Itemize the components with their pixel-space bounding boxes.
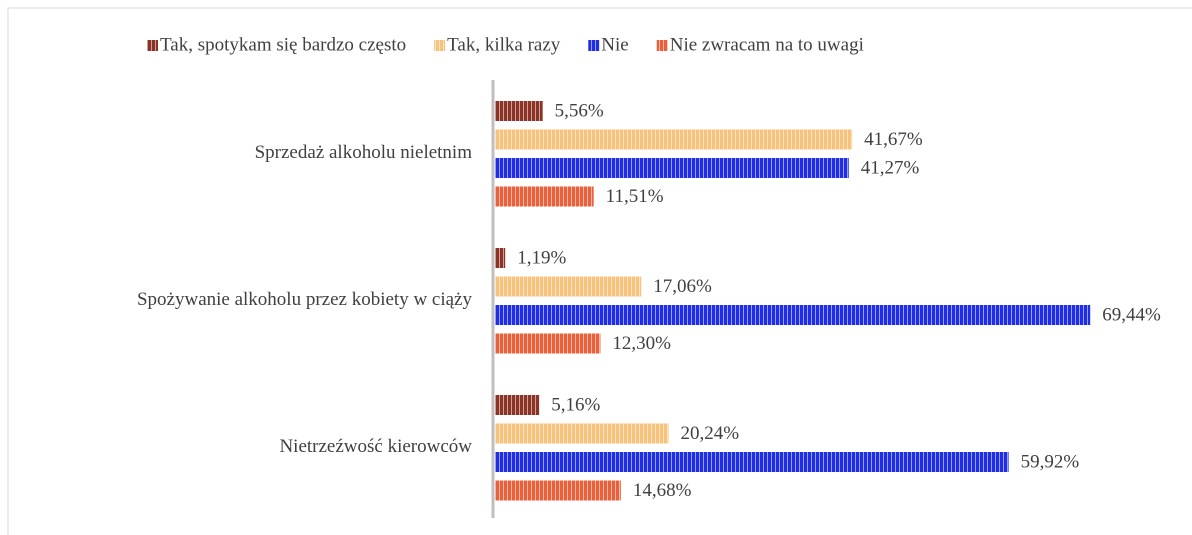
data-label: 14,68% xyxy=(633,480,692,501)
bar xyxy=(495,305,1091,325)
bar xyxy=(495,248,506,268)
data-label: 20,24% xyxy=(680,423,739,444)
legend-swatch xyxy=(588,40,600,51)
category-label: Nietrzeźwość kierowców xyxy=(279,436,472,457)
legend-swatch xyxy=(656,40,668,51)
data-label: 11,51% xyxy=(606,186,664,207)
data-label: 69,44% xyxy=(1102,304,1161,325)
category-label: Sprzedaż alkoholu nieletnim xyxy=(255,142,473,163)
bar xyxy=(495,129,853,150)
legend-swatch xyxy=(147,40,158,51)
bar xyxy=(495,158,849,178)
data-label: 17,06% xyxy=(653,276,712,297)
bar xyxy=(495,395,540,415)
data-label: 5,16% xyxy=(551,394,600,415)
legend-label: Tak, spotykam się bardzo często xyxy=(160,34,406,55)
data-label: 1,19% xyxy=(517,247,566,268)
data-label: 12,30% xyxy=(612,333,671,354)
data-label: 41,67% xyxy=(864,129,923,150)
bar xyxy=(495,186,594,207)
bar xyxy=(495,452,1009,472)
data-label: 5,56% xyxy=(555,100,604,121)
legend-label: Nie zwracam na to uwagi xyxy=(670,34,864,55)
chart-frame xyxy=(7,7,1192,535)
legend-label: Tak, kilka razy xyxy=(447,34,561,55)
bar xyxy=(495,101,543,121)
data-label: 41,27% xyxy=(861,157,920,178)
bar xyxy=(495,480,621,501)
category-label: Spożywanie alkoholu przez kobiety w ciąż… xyxy=(137,289,473,310)
legend-label: Nie xyxy=(601,34,628,55)
bar xyxy=(495,333,601,354)
legend-swatch xyxy=(434,40,446,51)
data-label: 59,92% xyxy=(1021,451,1080,472)
bar xyxy=(495,276,642,297)
bar xyxy=(495,423,669,444)
